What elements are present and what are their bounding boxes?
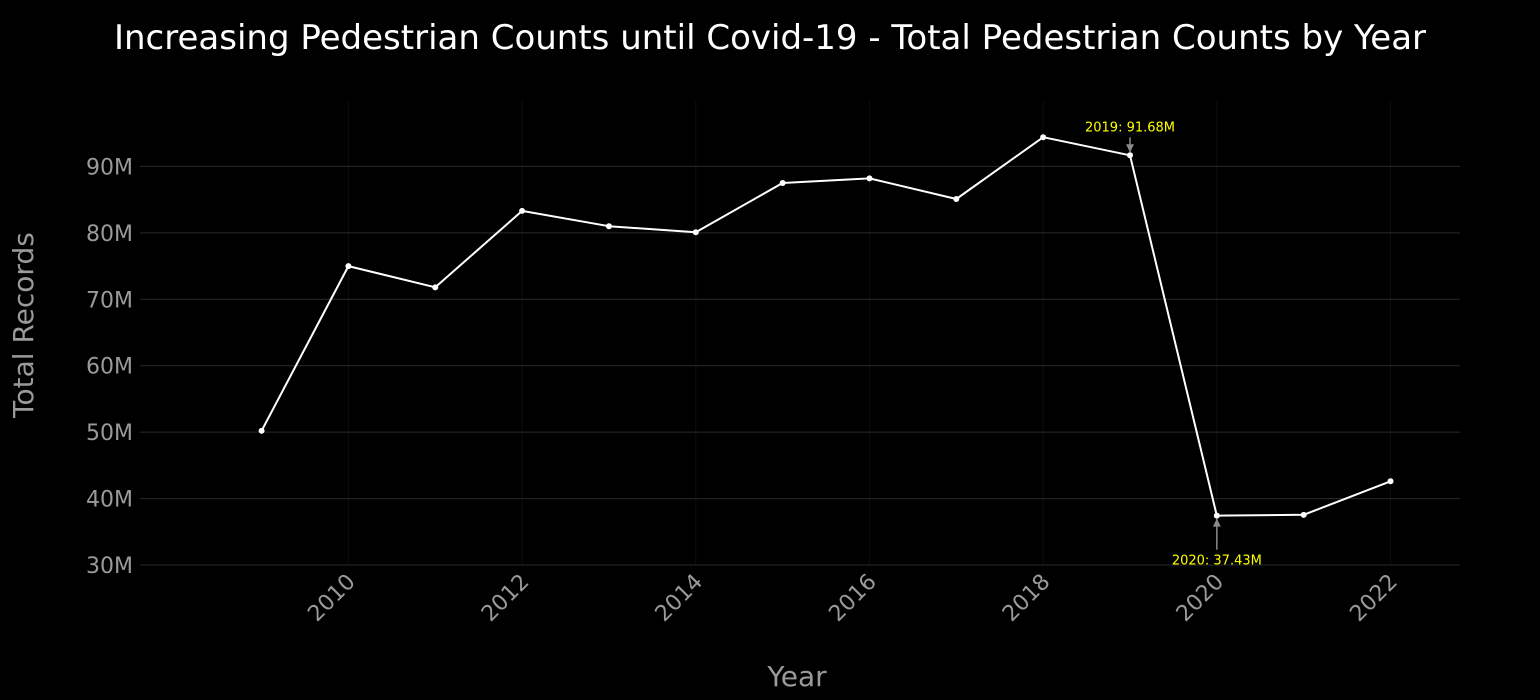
series-line-layer xyxy=(260,136,1391,517)
data-points xyxy=(258,134,1394,519)
y-tick-label: 80M xyxy=(86,222,133,247)
y-tick-label: 70M xyxy=(86,288,133,313)
data-point xyxy=(779,180,786,187)
data-point xyxy=(1387,478,1394,485)
annotation-arrowhead xyxy=(1126,144,1134,153)
data-point xyxy=(1127,152,1133,159)
grid-layer xyxy=(140,100,1460,566)
y-axis-title: Total Records xyxy=(7,232,40,419)
y-tick-label: 30M xyxy=(86,554,133,579)
y-tick-label: 50M xyxy=(86,421,133,446)
chart-title: Increasing Pedestrian Counts until Covid… xyxy=(114,18,1426,58)
data-point xyxy=(1213,512,1220,519)
y-tick-label: 90M xyxy=(86,155,133,180)
data-point xyxy=(258,427,265,434)
y-tick-labels: 30M 40M 50M 60M 70M 80M 90M xyxy=(86,155,133,579)
annotation-label: 2020: 37.43M xyxy=(1172,554,1262,569)
data-point xyxy=(692,229,699,236)
data-point xyxy=(519,207,526,214)
series-line xyxy=(260,136,1391,517)
data-point xyxy=(432,284,439,291)
x-axis-title: Year xyxy=(766,660,827,693)
data-point xyxy=(1040,134,1047,141)
annotations: 2019: 91.68M 2020: 37.43M xyxy=(1085,120,1262,568)
annotation-arrowhead xyxy=(1212,518,1221,527)
data-point xyxy=(953,195,960,202)
data-point xyxy=(345,263,352,270)
data-point xyxy=(1300,511,1307,518)
y-tick-label: 40M xyxy=(86,488,133,513)
data-point xyxy=(866,175,873,182)
annotation-label: 2019: 91.68M xyxy=(1085,120,1175,135)
data-point xyxy=(605,223,612,230)
y-tick-label: 60M xyxy=(86,355,133,380)
